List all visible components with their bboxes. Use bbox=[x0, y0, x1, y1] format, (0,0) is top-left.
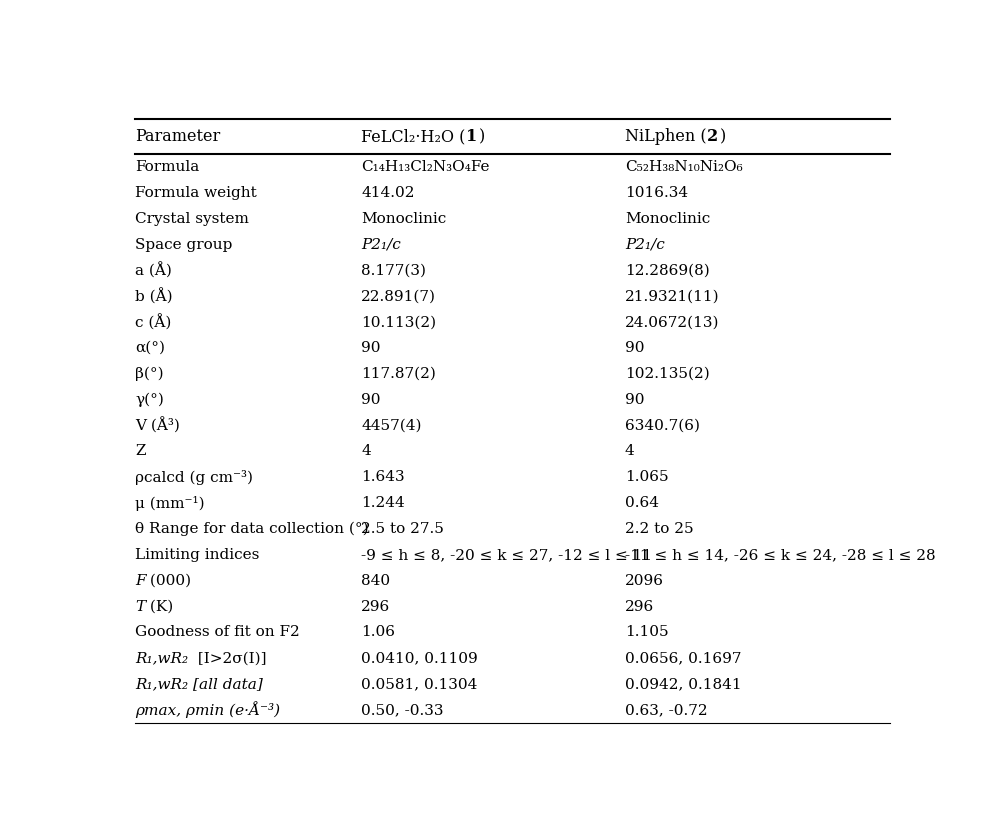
Text: ): ) bbox=[479, 129, 485, 145]
Text: 1.065: 1.065 bbox=[625, 470, 668, 484]
Text: Goodness of fit on F2: Goodness of fit on F2 bbox=[135, 625, 300, 639]
Text: β(°): β(°) bbox=[135, 367, 164, 381]
Text: α(°): α(°) bbox=[135, 341, 165, 355]
Text: 2: 2 bbox=[706, 129, 718, 145]
Text: 2.2 to 25: 2.2 to 25 bbox=[625, 522, 694, 536]
Text: (K): (K) bbox=[145, 600, 173, 614]
Text: 2.5 to 27.5: 2.5 to 27.5 bbox=[361, 522, 444, 536]
Text: 296: 296 bbox=[361, 600, 391, 614]
Text: 117.87(2): 117.87(2) bbox=[361, 367, 436, 381]
Text: 102.135(2): 102.135(2) bbox=[625, 367, 710, 381]
Text: 1.643: 1.643 bbox=[361, 470, 405, 484]
Text: 0.63, -0.72: 0.63, -0.72 bbox=[625, 703, 708, 717]
Text: 1.244: 1.244 bbox=[361, 496, 405, 510]
Text: μ (mm⁻¹): μ (mm⁻¹) bbox=[135, 496, 205, 511]
Text: Crystal system: Crystal system bbox=[135, 212, 249, 226]
Text: (000): (000) bbox=[145, 573, 191, 587]
Text: 6340.7(6): 6340.7(6) bbox=[625, 418, 700, 432]
Text: 90: 90 bbox=[625, 393, 644, 407]
Text: 22.891(7): 22.891(7) bbox=[361, 290, 436, 304]
Text: Space group: Space group bbox=[135, 238, 232, 252]
Text: 296: 296 bbox=[625, 600, 654, 614]
Text: 12.2869(8): 12.2869(8) bbox=[625, 263, 710, 277]
Text: R₁,wR₂ [all data]: R₁,wR₂ [all data] bbox=[135, 677, 263, 691]
Text: 8.177(3): 8.177(3) bbox=[361, 263, 426, 277]
Text: Limiting indices: Limiting indices bbox=[135, 548, 259, 562]
Text: 4457(4): 4457(4) bbox=[361, 418, 422, 432]
Text: 414.02: 414.02 bbox=[361, 186, 415, 200]
Text: Parameter: Parameter bbox=[135, 129, 220, 145]
Text: -9 ≤ h ≤ 8, -20 ≤ k ≤ 27, -12 ≤ l ≤ 11: -9 ≤ h ≤ 8, -20 ≤ k ≤ 27, -12 ≤ l ≤ 11 bbox=[361, 548, 652, 562]
Text: C₁₄H₁₃Cl₂N₃O₄Fe: C₁₄H₁₃Cl₂N₃O₄Fe bbox=[361, 160, 490, 174]
Text: 90: 90 bbox=[361, 393, 381, 407]
Text: [I>2σ(I)]: [I>2σ(I)] bbox=[193, 651, 267, 665]
Text: P2₁/c: P2₁/c bbox=[625, 238, 665, 252]
Text: R₁,wR₂: R₁,wR₂ bbox=[135, 651, 188, 665]
Text: ρmax, ρmin (e·Å⁻³): ρmax, ρmin (e·Å⁻³) bbox=[135, 701, 280, 719]
Text: C₅₂H₃₈N₁₀Ni₂O₆: C₅₂H₃₈N₁₀Ni₂O₆ bbox=[625, 160, 743, 174]
Text: F: F bbox=[135, 573, 146, 587]
Text: 1.06: 1.06 bbox=[361, 625, 395, 639]
Text: 0.0942, 0.1841: 0.0942, 0.1841 bbox=[625, 677, 742, 691]
Text: 0.0656, 0.1697: 0.0656, 0.1697 bbox=[625, 651, 741, 665]
Text: 0.50, -0.33: 0.50, -0.33 bbox=[361, 703, 444, 717]
Text: -11 ≤ h ≤ 14, -26 ≤ k ≤ 24, -28 ≤ l ≤ 28: -11 ≤ h ≤ 14, -26 ≤ k ≤ 24, -28 ≤ l ≤ 28 bbox=[625, 548, 936, 562]
Text: 1: 1 bbox=[466, 129, 477, 145]
Text: 0.64: 0.64 bbox=[625, 496, 659, 510]
Text: 90: 90 bbox=[625, 341, 644, 355]
Text: c (Å): c (Å) bbox=[135, 314, 171, 330]
Text: Z: Z bbox=[135, 445, 146, 459]
Text: a (Å): a (Å) bbox=[135, 262, 172, 279]
Text: T: T bbox=[135, 600, 145, 614]
Text: γ(°): γ(°) bbox=[135, 393, 164, 407]
Text: θ Range for data collection (°): θ Range for data collection (°) bbox=[135, 521, 369, 536]
Text: P2₁/c: P2₁/c bbox=[361, 238, 401, 252]
Text: b (Å): b (Å) bbox=[135, 288, 173, 304]
Text: 21.9321(11): 21.9321(11) bbox=[625, 290, 720, 304]
Text: NiLphen (: NiLphen ( bbox=[625, 129, 706, 145]
Text: 1.105: 1.105 bbox=[625, 625, 668, 639]
Text: Monoclinic: Monoclinic bbox=[625, 212, 710, 226]
Text: 1016.34: 1016.34 bbox=[625, 186, 688, 200]
Text: FeLCl₂·H₂O (: FeLCl₂·H₂O ( bbox=[361, 129, 466, 145]
Text: Formula: Formula bbox=[135, 160, 199, 174]
Text: ρcalcd (g cm⁻³): ρcalcd (g cm⁻³) bbox=[135, 469, 253, 485]
Text: 4: 4 bbox=[625, 445, 635, 459]
Text: 840: 840 bbox=[361, 573, 390, 587]
Text: V (Å³): V (Å³) bbox=[135, 417, 180, 434]
Text: Formula weight: Formula weight bbox=[135, 186, 257, 200]
Text: Monoclinic: Monoclinic bbox=[361, 212, 447, 226]
Text: 24.0672(13): 24.0672(13) bbox=[625, 315, 719, 329]
Text: 2096: 2096 bbox=[625, 573, 664, 587]
Text: 10.113(2): 10.113(2) bbox=[361, 315, 436, 329]
Text: 0.0410, 0.1109: 0.0410, 0.1109 bbox=[361, 651, 478, 665]
Text: 0.0581, 0.1304: 0.0581, 0.1304 bbox=[361, 677, 478, 691]
Text: 4: 4 bbox=[361, 445, 371, 459]
Text: 90: 90 bbox=[361, 341, 381, 355]
Text: ): ) bbox=[720, 129, 726, 145]
